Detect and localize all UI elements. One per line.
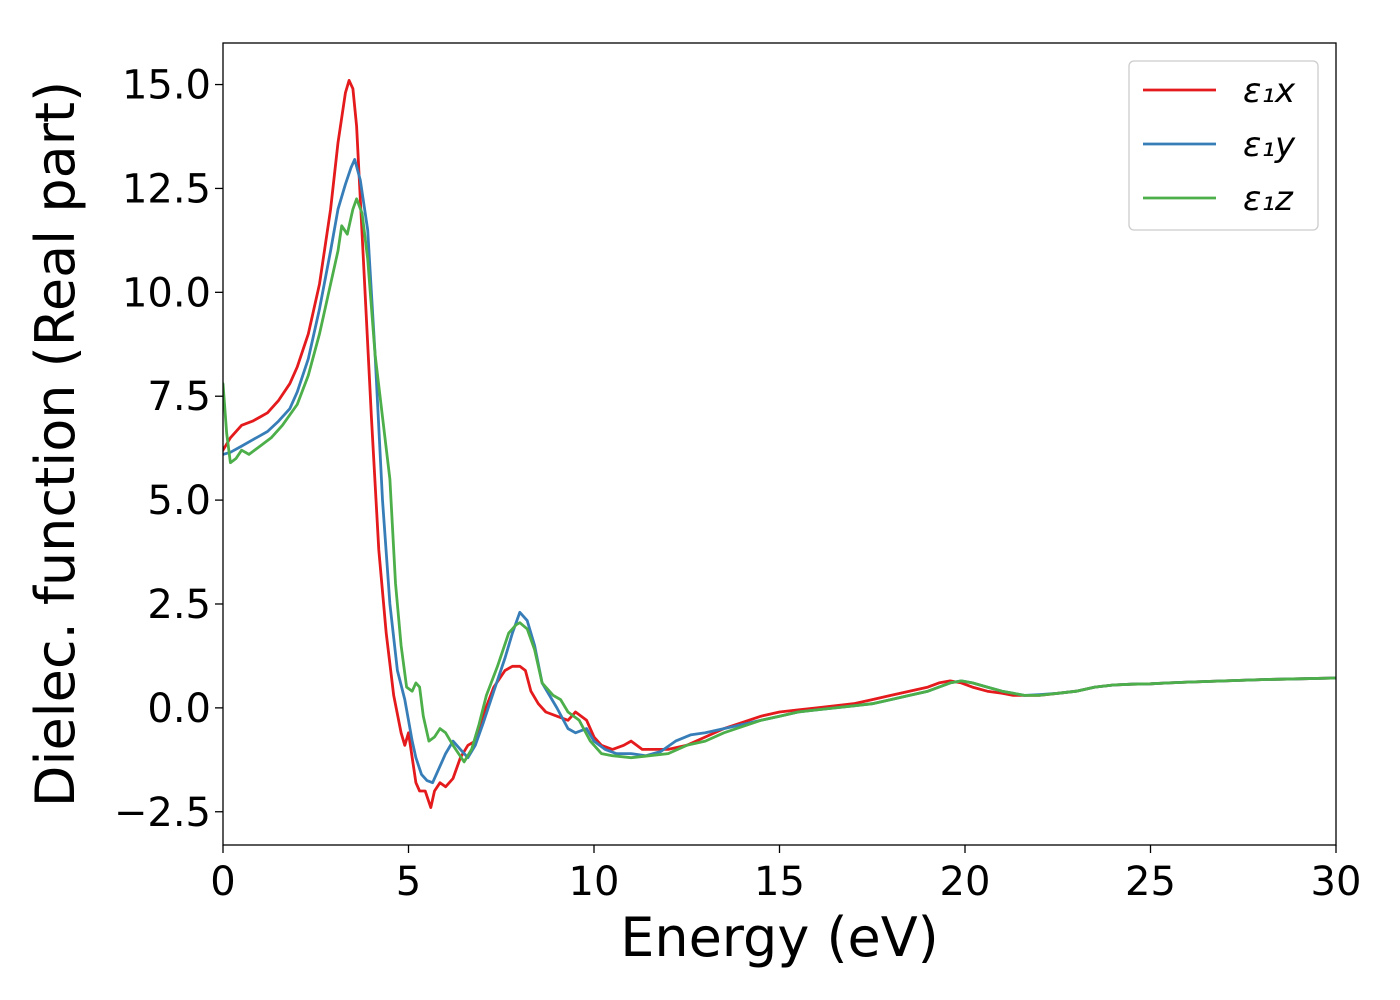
x-tick-label: 10 — [569, 859, 620, 905]
legend-label: ε₁x — [1243, 71, 1296, 111]
x-tick-label: 15 — [754, 859, 805, 905]
series-layer — [223, 79, 1336, 809]
legend: ε₁x ε₁y ε₁z — [1128, 60, 1319, 231]
legend-label: ε₁y — [1243, 125, 1296, 165]
y-tick-label: 7.5 — [147, 374, 211, 420]
x-tick-label: 0 — [210, 859, 235, 905]
x-tick-label: 5 — [396, 859, 421, 905]
x-tick-label: 30 — [1311, 859, 1362, 905]
y-tick-label: 5.0 — [147, 478, 211, 524]
x-axis-title: Energy (eV) — [620, 906, 939, 969]
y-tick-label: −2.5 — [114, 790, 211, 836]
legend-label: ε₁z — [1243, 179, 1294, 219]
y-tick-label: 0.0 — [147, 686, 211, 732]
y-tick-label: 2.5 — [147, 582, 211, 628]
y-axis-title: Dielec. function (Real part) — [24, 81, 87, 807]
y-axis-ticks: −2.5 0.0 2.5 5.0 7.5 10.0 12.5 15.0 — [114, 63, 223, 836]
series-line-3 — [223, 197, 1336, 764]
x-tick-label: 20 — [940, 859, 991, 905]
x-tick-label: 25 — [1125, 859, 1176, 905]
y-tick-label: 15.0 — [122, 63, 211, 109]
y-tick-label: 10.0 — [122, 270, 211, 316]
legend-box — [1128, 60, 1319, 231]
y-tick-label: 12.5 — [122, 166, 211, 212]
series-line-1 — [223, 79, 1336, 809]
x-axis-ticks: 0 5 10 15 20 25 30 — [210, 845, 1361, 905]
